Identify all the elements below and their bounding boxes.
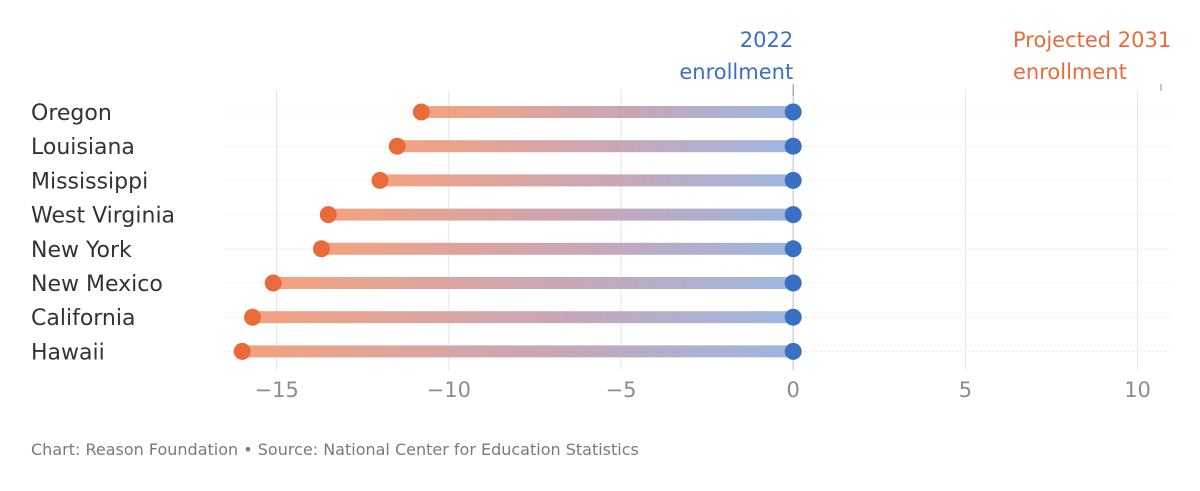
dot-2031 [264, 274, 282, 292]
dumbbell-line [252, 311, 794, 324]
dot-2022 [784, 342, 802, 360]
category-label: West Virginia [31, 204, 175, 229]
dot-2031 [244, 308, 262, 326]
x-axis-ticks: −15 −10 −5 0 5 10 [254, 378, 1150, 402]
category-label: California [31, 306, 135, 331]
legend: 2022 enrollment Projected 2031 enrollment [679, 28, 1171, 96]
legend-2031-line2: enrollment [1013, 60, 1127, 84]
x-tick-label: 0 [787, 378, 800, 402]
dot-2022 [784, 206, 802, 224]
dot-2031 [233, 342, 251, 360]
chart-footer: Chart: Reason Foundation • Source: Natio… [31, 440, 639, 459]
category-label: Hawaii [31, 340, 105, 365]
dumbbell-lines [242, 106, 794, 358]
dot-2022 [784, 137, 802, 155]
category-labels: Oregon Louisiana Mississippi West Virginia N… [31, 101, 175, 365]
x-tick-label: 10 [1124, 378, 1151, 402]
dot-2031 [388, 137, 406, 155]
x-tick-label: −15 [254, 378, 298, 402]
dot-2031 [319, 206, 337, 224]
dot-2022 [784, 103, 802, 121]
dumbbell-line [242, 345, 794, 358]
dot-2031 [371, 171, 389, 189]
category-label: New York [31, 238, 132, 263]
dot-2022 [784, 240, 802, 258]
dot-2022 [784, 308, 802, 326]
dot-2022 [784, 171, 802, 189]
dumbbell-chart: 2022 enrollment Projected 2031 enrollment O… [31, 28, 1172, 402]
dumbbell-line [379, 174, 794, 187]
dumbbell-line [397, 140, 794, 153]
x-tick-label: −10 [427, 378, 471, 402]
legend-2022-line2: enrollment [679, 60, 793, 84]
category-label: Louisiana [31, 135, 135, 160]
dot-2022 [784, 274, 802, 292]
category-label: Oregon [31, 101, 112, 126]
dumbbell-line [421, 106, 794, 118]
category-label: Mississippi [31, 169, 148, 194]
legend-2022-line1: 2022 [740, 28, 793, 52]
dot-2031 [312, 240, 330, 258]
dumbbell-line [328, 208, 794, 221]
dot-2031 [412, 103, 430, 121]
x-tick-label: 5 [959, 378, 972, 402]
dumbbell-line [321, 242, 794, 255]
category-label: New Mexico [31, 272, 163, 297]
dumbbell-dots [233, 103, 802, 360]
x-tick-label: −5 [606, 378, 637, 402]
legend-2031-line1: Projected 2031 [1013, 28, 1171, 52]
dumbbell-line [273, 277, 794, 289]
gridlines [276, 90, 1139, 370]
